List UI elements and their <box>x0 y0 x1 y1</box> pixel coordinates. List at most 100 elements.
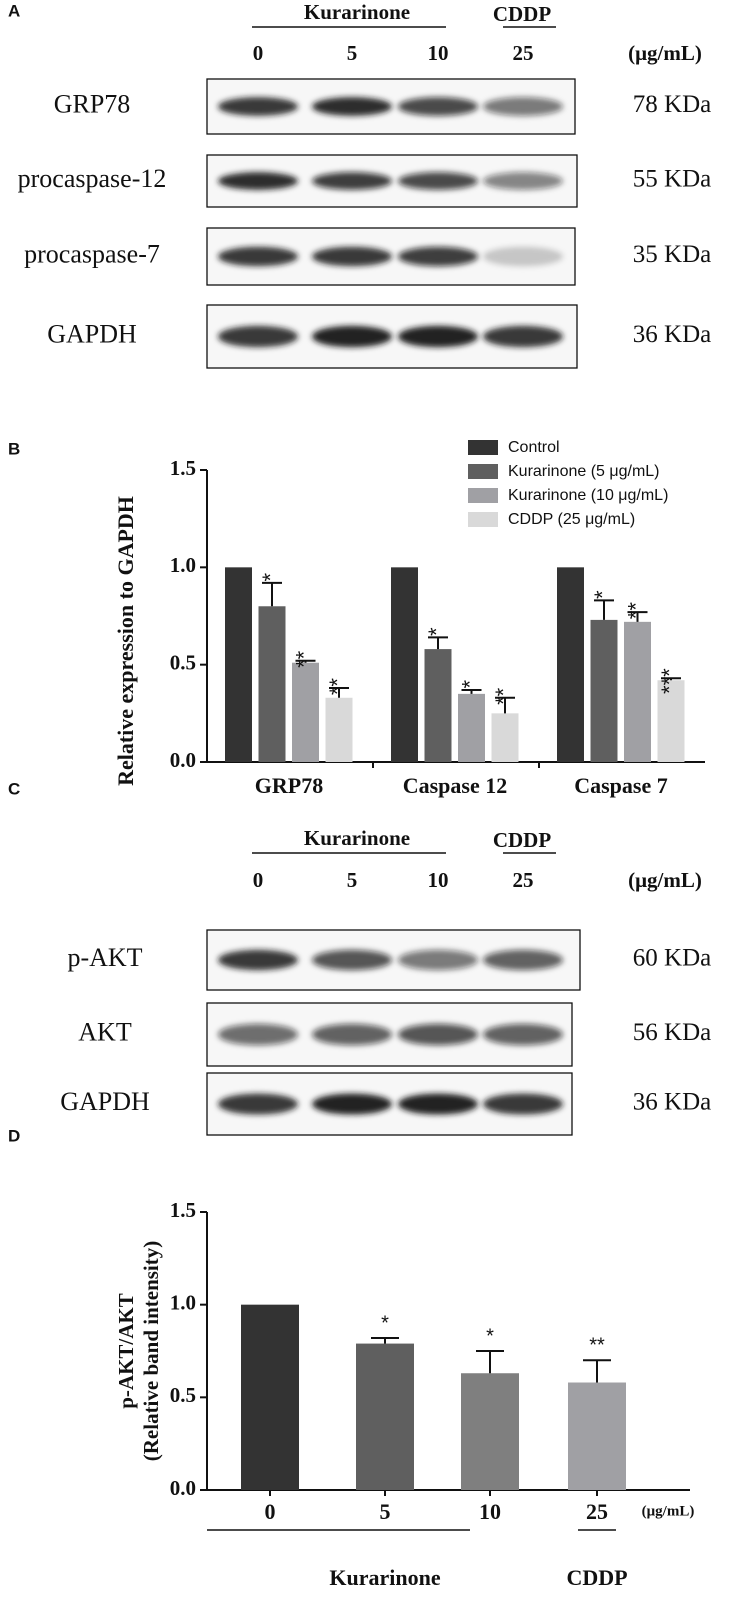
blot-band <box>218 97 298 116</box>
bar <box>590 619 618 762</box>
error-bar <box>583 1359 611 1383</box>
significance: * <box>424 627 449 636</box>
cddp-label: CDDP <box>566 1565 627 1590</box>
cddp-label: CDDP <box>493 828 551 852</box>
bar <box>258 606 286 762</box>
bar <box>568 1382 626 1490</box>
significance: * <box>258 572 283 581</box>
blot-band <box>483 172 563 190</box>
y-axis-label: Relative expression to GAPDH <box>113 496 138 786</box>
blot-band <box>218 1023 298 1046</box>
blot-band <box>218 172 298 190</box>
group-label: Kurarinone <box>304 0 410 24</box>
significance: * <box>486 1325 494 1347</box>
row-label: procaspase-7 <box>24 239 160 268</box>
y-tick-label: 1.0 <box>170 1290 196 1314</box>
blot-band <box>398 1023 478 1046</box>
blot-band <box>312 172 392 190</box>
lane-label: 5 <box>347 868 358 892</box>
bar <box>491 713 519 762</box>
blot-band <box>483 325 563 348</box>
row-label: GRP78 <box>54 89 131 118</box>
significance: * <box>381 1312 389 1334</box>
error-bar <box>262 581 282 607</box>
row-label: procaspase-12 <box>18 164 167 193</box>
panel-letter: A <box>8 1 20 20</box>
panel-letter: B <box>8 439 20 458</box>
bar <box>624 621 651 762</box>
blot-band <box>312 1023 392 1046</box>
lane-label: 0 <box>253 41 264 65</box>
x-tick-label: Caspase 12 <box>403 773 508 798</box>
size-label: 36 KDa <box>633 1089 711 1116</box>
error-bar <box>461 688 482 694</box>
significance: ** <box>325 678 350 696</box>
row-label: GAPDH <box>47 319 137 348</box>
unit-label: (μg/mL) <box>642 1503 695 1519</box>
size-label: 36 KDa <box>633 321 711 348</box>
size-label: 56 KDa <box>633 1019 711 1046</box>
blot-band <box>218 325 298 348</box>
lane-label: 10 <box>428 41 449 65</box>
error-bar <box>295 659 316 663</box>
significance: * <box>457 680 482 689</box>
error-bar <box>329 687 349 698</box>
significance: * <box>590 590 615 599</box>
lane-label: 0 <box>253 868 264 892</box>
bar <box>657 680 685 762</box>
x-tick-label: GRP78 <box>255 773 323 798</box>
y-tick-label: 0.0 <box>170 748 196 772</box>
size-label: 35 KDa <box>633 241 711 268</box>
legend-label: CDDP (25 μg/mL) <box>508 511 635 528</box>
blot-band <box>398 949 478 971</box>
lane-label: 10 <box>428 868 449 892</box>
legend-swatch <box>468 464 498 479</box>
bar <box>356 1343 414 1490</box>
blot-band <box>312 246 392 267</box>
lane-label: 5 <box>347 41 358 65</box>
significance: ** <box>291 650 316 668</box>
blot-band <box>398 97 478 116</box>
blot-band <box>398 1093 478 1115</box>
cddp-label: CDDP <box>493 2 551 26</box>
blot-band <box>312 97 392 116</box>
x-tick-label: 25 <box>586 1499 608 1524</box>
size-label: 78 KDa <box>633 91 711 118</box>
blot-band <box>312 325 392 348</box>
legend-label: Control <box>508 439 560 456</box>
bar <box>292 662 319 762</box>
y-tick-label: 0.5 <box>170 650 196 674</box>
blot-band <box>218 949 298 971</box>
row-label: p-AKT <box>67 943 142 972</box>
panel-letter: C <box>8 779 20 798</box>
x-tick-label: 0 <box>265 1499 276 1524</box>
unit-label: (μg/mL) <box>628 868 702 892</box>
row-label: AKT <box>78 1017 132 1046</box>
significance: *** <box>657 668 682 694</box>
y-tick-label: 1.0 <box>170 553 196 577</box>
significance: ** <box>623 602 648 620</box>
bar <box>458 693 485 762</box>
error-bar <box>627 611 648 622</box>
y-tick-label: 1.5 <box>170 456 196 480</box>
group-label: Kurarinone <box>304 826 410 850</box>
bar <box>225 567 252 762</box>
blot-band <box>483 949 563 971</box>
bar <box>325 697 353 762</box>
error-bar <box>476 1350 504 1374</box>
y-axis-label: p-AKT/AKT <box>114 1293 138 1409</box>
y-tick-label: 0.5 <box>170 1383 196 1407</box>
bar <box>424 649 452 762</box>
blot-band <box>483 1023 563 1046</box>
lane-label: 25 <box>513 41 534 65</box>
error-bar <box>371 1337 399 1344</box>
y-tick-label: 1.5 <box>170 1198 196 1222</box>
bar <box>557 567 584 762</box>
blot-band <box>398 172 478 190</box>
legend-label: Kurarinone (10 μg/mL) <box>508 487 668 504</box>
y-axis-label: (Relative band intensity) <box>139 1241 163 1462</box>
error-bar <box>495 696 515 714</box>
blot-band <box>312 949 392 971</box>
blot-band <box>483 246 563 267</box>
size-label: 55 KDa <box>633 166 711 193</box>
